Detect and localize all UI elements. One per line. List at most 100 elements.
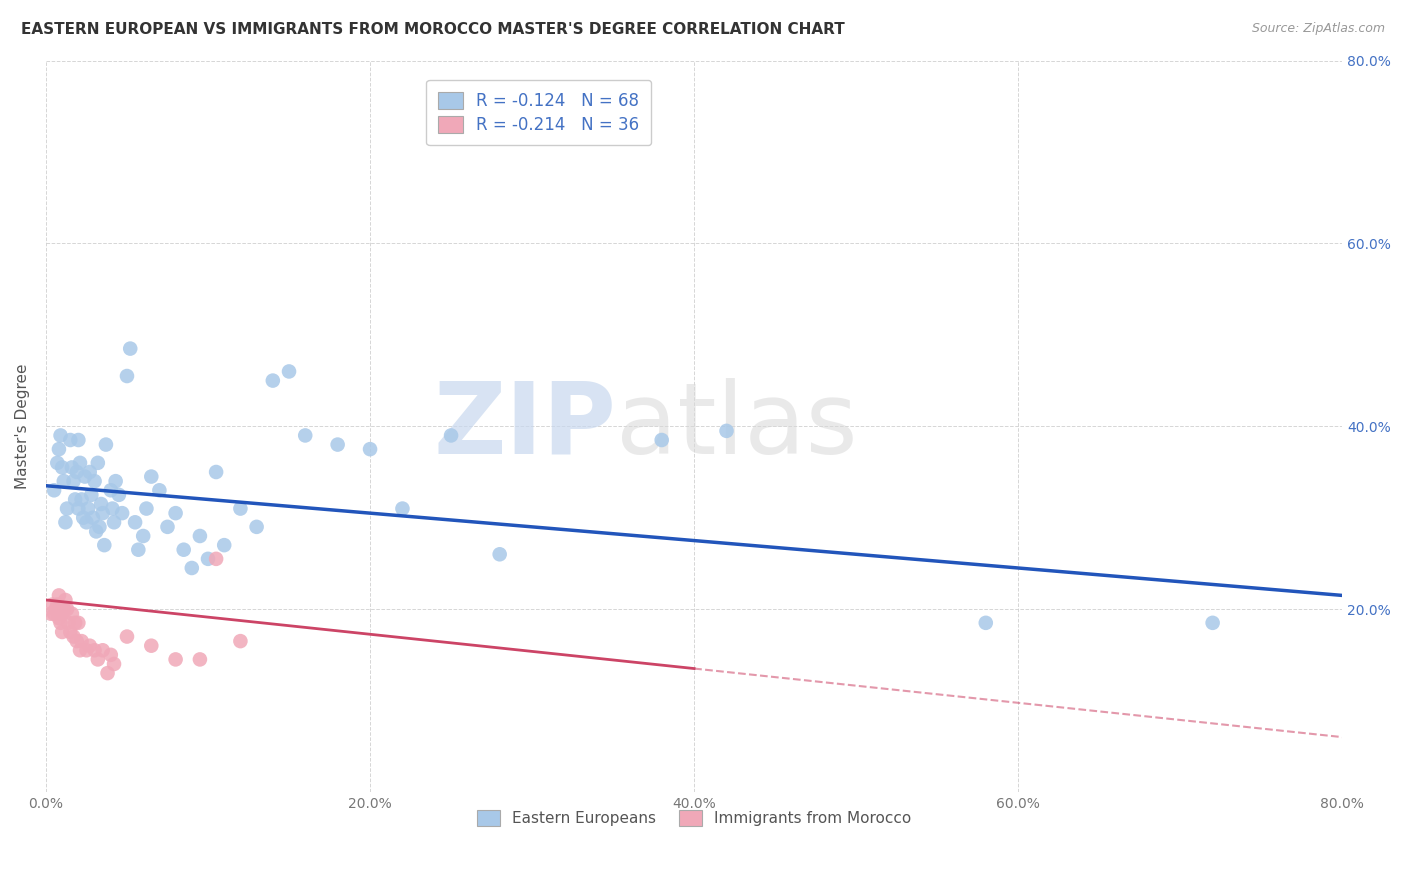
Point <box>115 369 138 384</box>
Point <box>104 474 127 488</box>
Point <box>103 516 125 530</box>
Point <box>488 547 510 561</box>
Point <box>48 611 70 625</box>
Point <box>111 506 134 520</box>
Point <box>132 529 155 543</box>
Point <box>108 488 131 502</box>
Legend: Eastern Europeans, Immigrants from Morocco: Eastern Europeans, Immigrants from Moroc… <box>468 801 921 836</box>
Point <box>651 433 673 447</box>
Point <box>94 437 117 451</box>
Point <box>84 524 107 539</box>
Point <box>141 639 163 653</box>
Point <box>87 652 110 666</box>
Point <box>165 506 187 520</box>
Point <box>79 639 101 653</box>
Point <box>127 542 149 557</box>
Point <box>205 465 228 479</box>
Point <box>46 456 69 470</box>
Point <box>67 615 90 630</box>
Text: Source: ZipAtlas.com: Source: ZipAtlas.com <box>1251 22 1385 36</box>
Point <box>96 666 118 681</box>
Point <box>60 607 83 621</box>
Point <box>49 428 72 442</box>
Point <box>58 615 80 630</box>
Point <box>62 474 84 488</box>
Point <box>87 456 110 470</box>
Text: EASTERN EUROPEAN VS IMMIGRANTS FROM MOROCCO MASTER'S DEGREE CORRELATION CHART: EASTERN EUROPEAN VS IMMIGRANTS FROM MORO… <box>21 22 845 37</box>
Point <box>391 501 413 516</box>
Point <box>246 520 269 534</box>
Point <box>73 469 96 483</box>
Point <box>89 520 111 534</box>
Point <box>101 501 124 516</box>
Point <box>100 483 122 498</box>
Point <box>76 643 98 657</box>
Point <box>63 492 86 507</box>
Point <box>716 424 738 438</box>
Point <box>42 483 65 498</box>
Point <box>188 529 211 543</box>
Point <box>135 501 157 516</box>
Point <box>359 442 381 457</box>
Point <box>1201 615 1223 630</box>
Point <box>188 652 211 666</box>
Point <box>66 634 89 648</box>
Text: ZIP: ZIP <box>433 378 616 475</box>
Point <box>173 542 195 557</box>
Point <box>156 520 179 534</box>
Point <box>278 364 301 378</box>
Y-axis label: Master's Degree: Master's Degree <box>15 364 30 489</box>
Point <box>39 607 62 621</box>
Point <box>42 607 65 621</box>
Point <box>103 657 125 671</box>
Point <box>60 460 83 475</box>
Point <box>80 488 103 502</box>
Point <box>41 598 63 612</box>
Point <box>326 437 349 451</box>
Point <box>83 643 105 657</box>
Point <box>76 516 98 530</box>
Point <box>262 374 284 388</box>
Point <box>66 465 89 479</box>
Point <box>67 501 90 516</box>
Point <box>77 501 100 516</box>
Point <box>51 625 73 640</box>
Point <box>52 602 75 616</box>
Point <box>100 648 122 662</box>
Point <box>70 492 93 507</box>
Point <box>70 634 93 648</box>
Point <box>48 442 70 457</box>
Point <box>51 460 73 475</box>
Point <box>55 593 77 607</box>
Point <box>51 607 73 621</box>
Point <box>148 483 170 498</box>
Point <box>165 652 187 666</box>
Point <box>56 602 79 616</box>
Point <box>197 552 219 566</box>
Point <box>115 630 138 644</box>
Point <box>59 625 82 640</box>
Point <box>120 342 142 356</box>
Point <box>72 510 94 524</box>
Point <box>294 428 316 442</box>
Point <box>205 552 228 566</box>
Point <box>440 428 463 442</box>
Point <box>69 456 91 470</box>
Point <box>124 516 146 530</box>
Point <box>52 474 75 488</box>
Point <box>46 598 69 612</box>
Point <box>229 501 252 516</box>
Point <box>90 497 112 511</box>
Point <box>141 469 163 483</box>
Point <box>91 643 114 657</box>
Point <box>63 615 86 630</box>
Point <box>82 510 104 524</box>
Point <box>62 630 84 644</box>
Point <box>229 634 252 648</box>
Point <box>93 538 115 552</box>
Text: atlas: atlas <box>616 378 858 475</box>
Point <box>67 433 90 447</box>
Point <box>59 433 82 447</box>
Point <box>49 615 72 630</box>
Point <box>91 506 114 520</box>
